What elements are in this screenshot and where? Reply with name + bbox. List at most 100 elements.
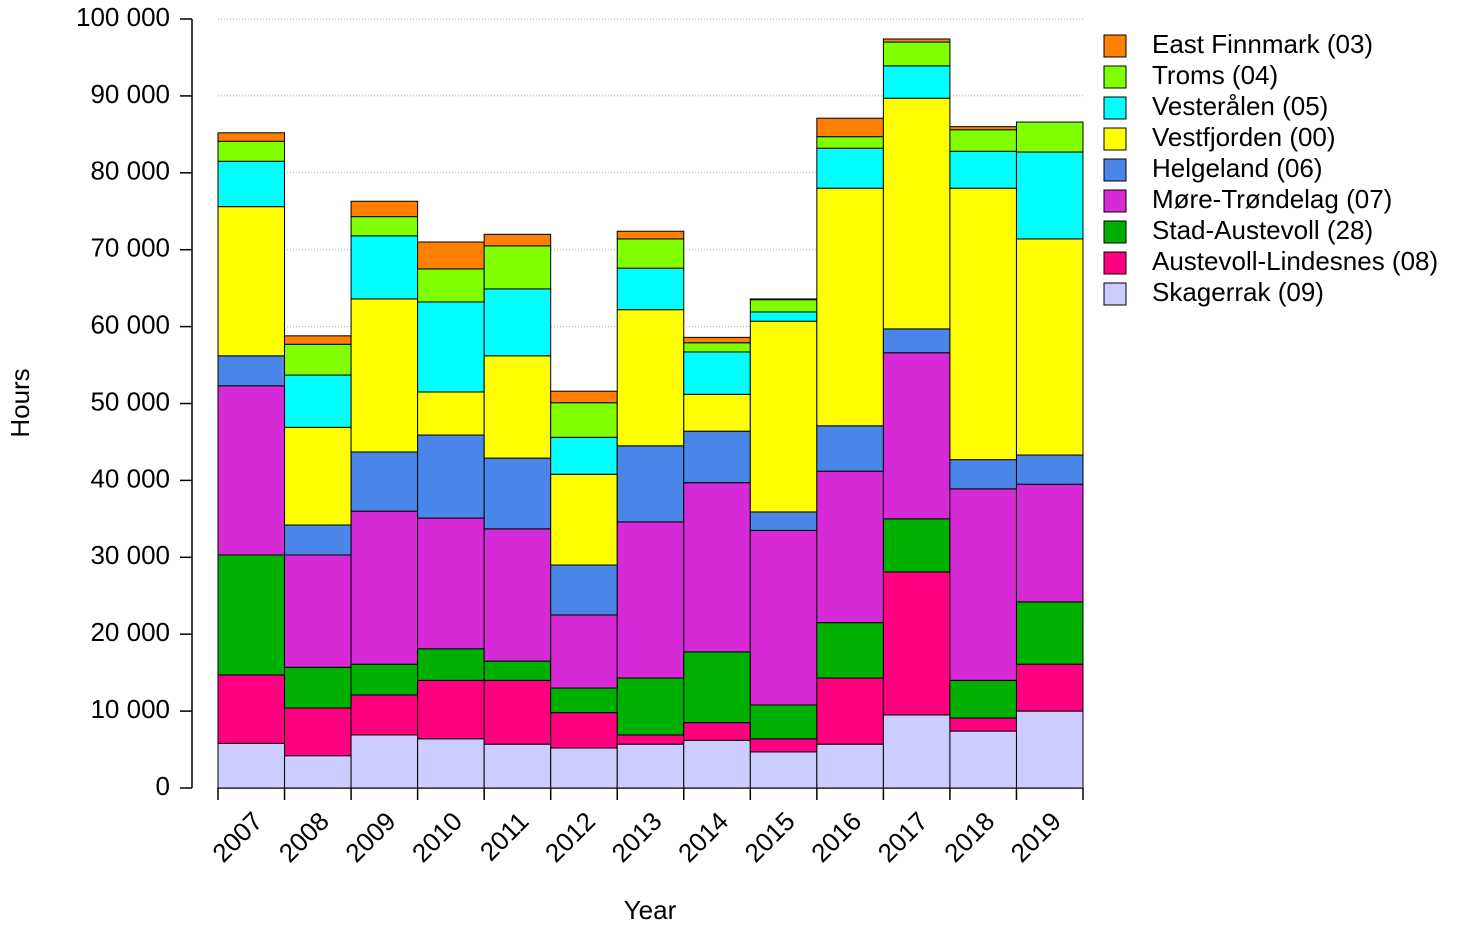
bar-segment	[483, 245, 552, 290]
y-tick-label: 10 000	[90, 694, 170, 724]
legend-label: Helgeland (06)	[1152, 153, 1323, 183]
bar-segment	[882, 352, 951, 520]
bar-segment	[284, 343, 352, 376]
y-tick-label: 90 000	[90, 79, 170, 109]
legend-label: Vesterålen (05)	[1152, 91, 1328, 121]
bar-segment	[816, 470, 884, 624]
bar-segment	[417, 517, 485, 650]
bar-segment	[949, 187, 1017, 461]
bar-segment	[749, 320, 818, 513]
bar-segment	[882, 328, 951, 354]
bar-segment	[550, 402, 618, 438]
x-tick-label: 2019	[1005, 806, 1067, 868]
bar-segment	[217, 132, 286, 142]
legend-label: Stad-Austevoll (28)	[1152, 215, 1373, 245]
bar-segment	[816, 187, 884, 427]
bar-segment	[284, 374, 352, 428]
bar-segment	[749, 529, 818, 706]
bar-segment	[816, 743, 884, 789]
legend-swatch	[1103, 65, 1127, 89]
x-tick-label: 2009	[339, 806, 401, 868]
bar-segment	[417, 268, 485, 303]
bar-segment	[350, 235, 419, 300]
bar-segment	[417, 391, 485, 436]
y-tick-label: 100 000	[76, 2, 170, 32]
bar-segment	[683, 651, 751, 724]
bar-segment	[616, 238, 685, 269]
bar-segment	[616, 267, 685, 311]
bar-segment	[683, 482, 751, 653]
bar-segment	[284, 666, 352, 709]
x-tick-label: 2014	[672, 806, 734, 868]
bar-segment	[616, 521, 685, 679]
bar-segment	[1015, 238, 1084, 456]
bar-segment	[749, 511, 818, 531]
bar-segment	[350, 451, 419, 512]
bar-segment	[616, 309, 685, 447]
bar-segment	[350, 216, 419, 237]
bar-segment	[417, 241, 485, 270]
bar-segment	[350, 734, 419, 789]
legend-label: Vestfjorden (00)	[1152, 122, 1336, 152]
bar-segment	[550, 614, 618, 689]
bar-segment	[284, 554, 352, 668]
bar-segment	[949, 730, 1017, 789]
x-tick-label: 2011	[474, 806, 535, 867]
bar-segment	[749, 311, 818, 322]
bar-segment	[350, 200, 419, 218]
bar-segment	[284, 755, 352, 789]
bar-segment	[949, 129, 1017, 152]
bar-segment	[417, 679, 485, 740]
y-tick-label: 50 000	[90, 386, 170, 416]
x-tick-label: 2018	[938, 806, 1000, 868]
bar-segment	[683, 430, 751, 484]
bar-segment	[616, 677, 685, 736]
bar-segment	[483, 233, 552, 247]
y-tick-label: 40 000	[90, 463, 170, 493]
bar-segment	[417, 738, 485, 789]
bar-segment	[749, 751, 818, 789]
bar-segment	[550, 390, 618, 404]
bar-segment	[749, 704, 818, 740]
bar-segment	[616, 230, 685, 240]
bar-segment	[350, 510, 419, 665]
bar-segment	[284, 335, 352, 345]
bar-segment	[350, 694, 419, 736]
legend-swatch	[1103, 127, 1127, 151]
bar-segment	[616, 445, 685, 523]
x-tick-label: 2016	[805, 806, 867, 868]
legend-label: Austevoll-Lindesnes (08)	[1152, 246, 1438, 276]
bar-segment	[949, 150, 1017, 189]
bar-segment	[483, 457, 552, 530]
bar-segment	[882, 97, 951, 330]
legend-swatch	[1103, 220, 1127, 244]
bar-segment	[749, 738, 818, 753]
bar-segment	[284, 524, 352, 556]
x-tick-label: 2015	[739, 806, 801, 868]
y-tick-label: 80 000	[90, 156, 170, 186]
bar-segment	[882, 571, 951, 716]
bar-segment	[882, 38, 951, 43]
bar-segment	[949, 126, 1017, 131]
bar-segment	[683, 336, 751, 344]
bar-segment	[882, 518, 951, 573]
x-axis-title: Year	[624, 895, 677, 925]
bar-segment	[217, 385, 286, 556]
legend-swatch	[1103, 251, 1127, 275]
x-tick-label: 2012	[539, 806, 601, 868]
bar-segment	[1015, 121, 1084, 153]
bar-segment	[816, 425, 884, 472]
bar-segment	[550, 747, 618, 789]
bar-segment	[1015, 454, 1084, 485]
legend-swatch	[1103, 96, 1127, 120]
legend-label: Skagerrak (09)	[1152, 277, 1324, 307]
x-tick-label: 2017	[872, 806, 934, 868]
bar-segment	[949, 459, 1017, 490]
x-tick-label: 2013	[605, 806, 667, 868]
bar-segment	[217, 674, 286, 744]
bar-segment	[483, 355, 552, 459]
legend-swatch	[1103, 34, 1127, 58]
bar-segment	[217, 742, 286, 789]
bar-segment	[483, 288, 552, 357]
